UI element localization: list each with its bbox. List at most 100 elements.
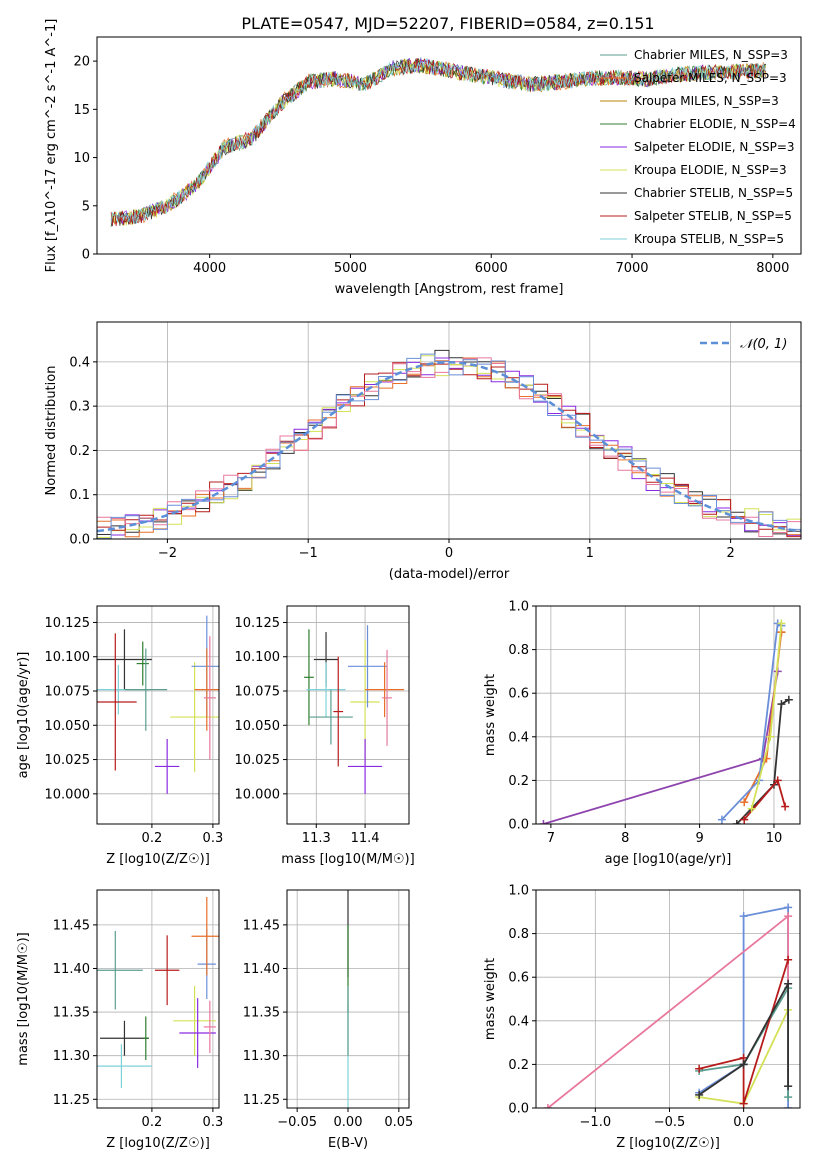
y-axis-label: mass weight	[483, 674, 498, 756]
plot-area	[97, 349, 801, 539]
y-tick-label: 0.0	[69, 533, 90, 548]
y-tick-label: 11.35	[243, 1006, 280, 1021]
y-tick-label: 10.100	[45, 650, 91, 665]
y-tick-label: 10.025	[45, 753, 91, 768]
x-tick-label: 8	[621, 831, 629, 846]
x-tick-label: −1	[299, 546, 318, 561]
y-tick-label: 0.8	[508, 643, 529, 658]
x-axis-label: (data-model)/error	[389, 567, 510, 582]
x-tick-label: 9	[695, 831, 703, 846]
y-tick-label: 10.000	[45, 787, 91, 802]
x-tick-label: −2	[158, 546, 177, 561]
y-tick-label: 0.3	[69, 400, 90, 415]
plot-area	[304, 625, 405, 794]
legend-entry: Kroupa ELODIE, N_SSP=3	[634, 163, 787, 177]
x-tick-label: 10	[766, 831, 783, 846]
y-tick-label: 10	[73, 151, 90, 166]
y-tick-label: 0	[82, 248, 90, 263]
plot-area	[110, 57, 767, 228]
y-tick-label: 10.050	[45, 719, 91, 734]
x-tick-label: 4000	[193, 261, 226, 276]
y-tick-label: 10.125	[235, 616, 281, 631]
y-tick-label: 0.4	[508, 730, 529, 745]
y-tick-label: 11.35	[53, 1006, 90, 1021]
x-tick-label: 5000	[334, 261, 367, 276]
y-tick-label: 0.8	[508, 927, 529, 942]
x-tick-label: 2	[726, 546, 734, 561]
y-tick-label: 11.25	[243, 1093, 280, 1108]
y-tick-label: 0.2	[508, 1058, 529, 1073]
panel-0: 4000 5000 6000 7000 8000 0 5 10 15 20 wavelength […	[44, 19, 802, 297]
mass-weight-series-4	[698, 959, 789, 1104]
legend-entry: Chabrier ELODIE, N_SSP=4	[634, 117, 796, 131]
legend-entry: Salpeter MILES, N_SSP=3	[634, 71, 787, 85]
y-tick-label: 11.40	[53, 962, 90, 977]
y-tick-label: 0.2	[69, 444, 90, 459]
x-tick-label: 0.3	[203, 1115, 224, 1130]
legend-entry: Salpeter STELIB, N_SSP=5	[634, 209, 792, 223]
y-tick-label: 0.0	[508, 818, 529, 833]
panel-5: 0.2 0.3 11.25 11.30 11.35 11.40 11.45 Z [log10(…	[16, 889, 224, 1151]
x-tick-label: 1	[586, 546, 594, 561]
mass-weight-series-3	[736, 698, 790, 824]
y-tick-label: 11.30	[53, 1049, 90, 1064]
x-axis-label: Z [log10(Z/Z☉)]	[106, 1136, 210, 1151]
figure-title: PLATE=0547, MJD=52207, FIBERID=0584, z=0…	[241, 14, 654, 33]
axes-frame	[96, 889, 220, 1109]
panel-4: 7 8 9 10 0.0 0.2 0.4 0.6 0.8 1.0 age [log10(age/yr…	[483, 600, 801, 867]
axes-frame	[286, 605, 410, 825]
panel-6: −0.05 0.00 0.05 11.25 11.30 11.35 11.40 11.45 E(…	[243, 889, 413, 1151]
plot-area	[539, 619, 793, 824]
plot-area	[97, 896, 219, 1088]
y-tick-label: 10.075	[235, 685, 281, 700]
x-tick-label: −0.5	[654, 1115, 686, 1130]
x-tick-label: 11.4	[351, 831, 380, 846]
y-axis-label: mass [log10(M/M☉)]	[16, 932, 31, 1065]
legend: Chabrier MILES, N_SSP=3 Salpeter MILES, N…	[600, 48, 796, 246]
mass-weight-series-1	[743, 632, 783, 803]
legend-entry: Salpeter ELODIE, N_SSP=3	[634, 140, 795, 154]
x-tick-label: 7	[547, 831, 555, 846]
mass-weight-series-0	[543, 671, 779, 824]
y-tick-label: 11.40	[243, 962, 280, 977]
y-tick-label: 10.000	[235, 787, 281, 802]
legend-entry: Chabrier STELIB, N_SSP=5	[634, 186, 793, 200]
x-tick-label: 6000	[475, 261, 508, 276]
x-tick-label: 8000	[756, 261, 789, 276]
x-axis-label: E(B-V)	[328, 1136, 368, 1151]
x-tick-label: 0.3	[203, 831, 224, 846]
x-axis-label: Z [log10(Z/Z☉)]	[106, 852, 210, 867]
x-tick-label: 0.05	[384, 1115, 413, 1130]
y-axis-label: mass weight	[483, 958, 498, 1040]
y-axis-label: Normed distribution	[44, 366, 59, 496]
y-tick-label: 10.025	[235, 753, 281, 768]
x-tick-label: 0.00	[334, 1115, 363, 1130]
y-tick-label: 11.25	[53, 1093, 90, 1108]
spectrum-series-8	[110, 57, 767, 224]
legend-entry: 𝒩(0, 1)	[740, 337, 787, 352]
axes-frame	[535, 605, 801, 825]
axes-frame	[96, 36, 802, 255]
y-tick-label: 11.30	[243, 1049, 280, 1064]
y-axis-label: age [log10(age/yr)]	[16, 652, 31, 779]
panel-1: −2 −1 0 1 2 0.0 0.1 0.2 0.3 0.4 (data-model)/error…	[44, 321, 802, 582]
panel-3: 11.3 11.4 10.000 10.025 10.050 10.075 10.100 10…	[235, 605, 415, 867]
y-tick-label: 10.075	[45, 685, 91, 700]
x-tick-label: −0.05	[277, 1115, 317, 1130]
x-tick-label: 11.3	[302, 831, 331, 846]
mass-weight-series-2	[721, 621, 782, 821]
y-tick-label: 0.0	[508, 1102, 529, 1117]
y-axis-label: Flux [f_λ10^-17 erg cm^-2 s^-1 A^-1]	[44, 19, 59, 273]
x-tick-label: 0.2	[142, 1115, 163, 1130]
y-tick-label: 10.125	[45, 616, 91, 631]
x-tick-label: 0.2	[142, 831, 163, 846]
y-tick-label: 0.1	[69, 488, 90, 503]
normal-reference-curve	[97, 361, 801, 533]
panel-2: 0.2 0.3 10.000 10.025 10.050 10.075 10.100 10.1…	[16, 605, 224, 867]
y-tick-label: 0.4	[69, 355, 90, 370]
y-tick-label: 11.45	[243, 918, 280, 933]
mass-weight-series-4	[743, 778, 786, 821]
y-tick-label: 1.0	[508, 600, 529, 615]
mass-weight-series-5	[698, 983, 789, 1096]
